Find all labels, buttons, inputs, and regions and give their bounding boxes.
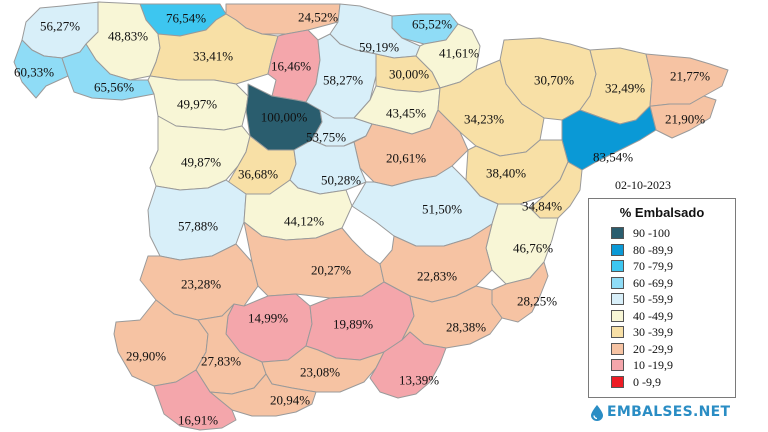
region-label-soria: 43,45% <box>385 105 427 121</box>
region-label-galicia-south: 65,56% <box>93 79 135 95</box>
water-drop-icon <box>591 405 603 421</box>
region-label-galicia-west: 60,33% <box>13 64 55 80</box>
region-label-malaga: 20,94% <box>269 392 311 408</box>
legend-swatch <box>611 359 624 371</box>
region-label-galicia-north: 56,27% <box>39 18 81 34</box>
map-date: 02-10-2023 <box>615 178 671 192</box>
region-label-cuenca: 51,50% <box>421 201 463 217</box>
region-label-granada: 23,08% <box>299 364 341 380</box>
brand-name: EMBALSES.NET <box>607 404 731 420</box>
region-cadiz <box>153 369 237 431</box>
legend-label: 30 -39,9 <box>633 325 673 339</box>
legend-swatch <box>611 309 624 322</box>
legend: % Embalsado 90 -100 80 -89,9 70 -79,9 60 -6… <box>588 198 736 398</box>
region-label-pisuerga: 16,46% <box>270 58 312 74</box>
region-label-huesca: 30,70% <box>533 72 575 88</box>
region-label-teruel: 38,40% <box>485 165 527 181</box>
legend-label: 20 -29,9 <box>633 341 673 356</box>
region-label-sevilla: 27,83% <box>200 353 242 369</box>
region-label-salamanca: 49,87% <box>180 154 222 170</box>
region-label-rioja: 30,00% <box>388 66 430 82</box>
region-label-alicante: 28,25% <box>516 293 558 309</box>
region-label-cordoba: 14,99% <box>247 310 289 326</box>
region-label-valladolid: 100,00% <box>260 109 308 125</box>
legend-label: 40 -49,9 <box>633 308 673 323</box>
region-label-burgos: 58,27% <box>322 72 364 88</box>
legend-swatch <box>611 375 624 388</box>
legend-label: 10 -19,9 <box>633 358 673 372</box>
region-label-cantabria-east: 24,52% <box>297 9 339 25</box>
legend-swatch <box>611 293 624 305</box>
region-label-castellon: 34,84% <box>521 198 563 214</box>
region-label-tarragona: 83,54% <box>592 149 634 165</box>
region-label-zamora: 49,97% <box>176 96 218 112</box>
legend-label: 90 -100 <box>633 226 670 240</box>
region-galicia-west <box>13 39 69 99</box>
region-label-duero-north: 33,41% <box>192 48 234 64</box>
region-label-huelva: 29,90% <box>125 348 167 364</box>
region-label-toledo: 44,12% <box>283 213 325 229</box>
region-label-mino-sil: 48,83% <box>107 28 149 44</box>
region-label-cantabria-west: 76,54% <box>165 10 207 26</box>
legend-swatch <box>611 227 624 239</box>
region-label-avila: 36,68% <box>237 166 279 182</box>
region-label-badajoz: 23,28% <box>180 276 222 292</box>
legend-swatch <box>611 342 624 355</box>
region-label-ciudad-real: 20,27% <box>310 262 352 278</box>
region-almeria <box>369 331 447 399</box>
legend-label: 60 -69,9 <box>633 275 673 290</box>
region-label-navarra: 41,61% <box>438 45 480 61</box>
region-malaga <box>209 373 317 417</box>
region-label-lleida: 32,49% <box>604 80 646 96</box>
region-label-barcelona: 21,90% <box>664 111 706 127</box>
legend-swatch <box>611 326 624 338</box>
legend-label: 70 -79,9 <box>633 259 673 273</box>
region-label-murcia: 28,38% <box>445 319 487 335</box>
region-label-almeria: 13,39% <box>398 372 440 388</box>
region-zaragoza <box>437 59 545 157</box>
region-label-segovia: 53,75% <box>305 129 347 145</box>
legend-title: % Embalsado <box>619 205 705 220</box>
legend-label: 0 -9,9 <box>633 374 661 389</box>
legend-swatch <box>611 276 624 289</box>
region-label-pais-vasco: 65,52% <box>411 16 453 32</box>
region-label-madrid: 50,28% <box>320 172 362 188</box>
legend-label: 80 -89,9 <box>633 242 673 257</box>
region-label-valencia: 46,76% <box>512 240 554 256</box>
region-label-albacete: 22,83% <box>416 268 458 284</box>
region-label-guadalajara: 20,61% <box>385 150 427 166</box>
legend-swatch <box>611 243 624 256</box>
region-label-cadiz: 16,91% <box>177 412 219 428</box>
legend-label: 50 -59,9 <box>633 292 673 306</box>
region-label-zaragoza: 34,23% <box>463 111 505 127</box>
region-label-jaen: 19,89% <box>332 316 374 332</box>
legend-swatch <box>611 260 624 272</box>
region-barcelona <box>649 95 717 139</box>
region-label-ebro-upper: 59,19% <box>358 39 400 55</box>
region-label-caceres: 57,88% <box>177 218 219 234</box>
region-label-girona: 21,77% <box>669 68 711 84</box>
